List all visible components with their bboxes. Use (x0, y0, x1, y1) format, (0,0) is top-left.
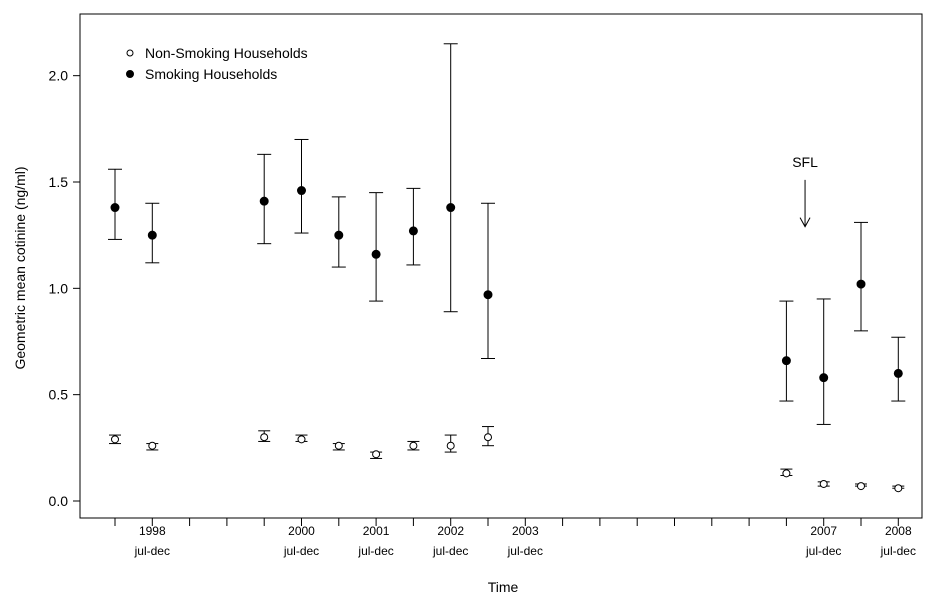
point-non-smoking (409, 441, 418, 450)
series-layer (108, 43, 906, 493)
series-non-smoking (109, 426, 905, 493)
annotation-layer: SFL (792, 154, 818, 228)
y-axis-title: Geometric mean cotinine (ng/ml) (12, 166, 28, 369)
x-tick-label-year: 2001 (363, 524, 390, 538)
legend-label: Smoking Households (145, 66, 277, 82)
point-smoking (408, 226, 418, 236)
x-tick-label-year: 2002 (437, 524, 464, 538)
point-non-smoking (894, 484, 903, 493)
x-axis-title: Time (488, 579, 519, 595)
point-non-smoking (260, 433, 269, 442)
y-tick-label: 0.5 (49, 387, 69, 403)
x-tick-label-year: 2008 (885, 524, 912, 538)
y-tick-label: 2.0 (49, 68, 69, 84)
y-tick-label: 1.5 (49, 174, 69, 190)
point-smoking (781, 356, 791, 366)
point-non-smoking (446, 441, 455, 450)
x-tick-label-period: jul-dec (357, 544, 393, 558)
annotation-arrow-head (799, 217, 811, 228)
legend: Non-Smoking Households Smoking Households (126, 45, 308, 82)
point-smoking (334, 230, 344, 240)
x-tick-label-period: jul-dec (880, 544, 916, 558)
x-tick-label-period: jul-dec (283, 544, 319, 558)
point-non-smoking (148, 441, 157, 450)
legend-marker (126, 49, 134, 57)
point-non-smoking (782, 469, 791, 478)
point-non-smoking (857, 482, 865, 491)
legend-label: Non-Smoking Households (145, 45, 308, 61)
point-smoking (147, 230, 157, 240)
legend-marker (126, 70, 134, 78)
point-smoking (371, 249, 381, 259)
y-axis: 0.0 0.5 1.0 1.5 2.0 (49, 68, 80, 509)
series-smoking (108, 43, 906, 425)
y-tick-label: 1.0 (49, 280, 69, 296)
point-non-smoking (297, 435, 306, 444)
x-tick-label-year: 2007 (810, 524, 837, 538)
x-tick-label-period: jul-dec (432, 544, 468, 558)
point-smoking (856, 279, 866, 289)
point-non-smoking (819, 479, 828, 488)
point-smoking (483, 290, 493, 300)
point-smoking (110, 203, 120, 213)
point-smoking (893, 368, 903, 378)
plot-frame (79, 13, 923, 519)
y-tick-label: 0.0 (49, 493, 69, 509)
x-tick-label-year: 2000 (288, 524, 315, 538)
point-smoking (819, 373, 829, 383)
point-smoking (259, 196, 269, 206)
x-tick-label-year: 2003 (512, 524, 539, 538)
point-non-smoking (111, 435, 119, 444)
point-smoking (446, 203, 456, 213)
point-non-smoking (334, 441, 343, 450)
x-tick-label-year: 1998 (139, 524, 166, 538)
x-tick-label-period: jul-dec (507, 544, 543, 558)
point-smoking (297, 186, 306, 196)
x-axis: 1998 jul-dec 2000 jul-dec 2001 jul-dec 2002 jul… (114, 518, 916, 558)
point-non-smoking (372, 450, 381, 459)
annotation-label: SFL (792, 154, 818, 170)
x-tick-label-period: jul-dec (134, 544, 170, 558)
x-tick-label-period: jul-dec (805, 544, 841, 558)
point-non-smoking (484, 433, 492, 442)
